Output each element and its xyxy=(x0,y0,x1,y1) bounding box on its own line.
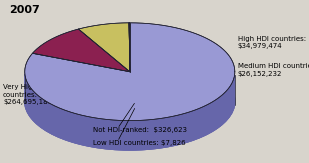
Polygon shape xyxy=(78,23,130,72)
Polygon shape xyxy=(25,74,235,150)
Polygon shape xyxy=(32,29,130,72)
Polygon shape xyxy=(25,101,235,150)
Text: 2007: 2007 xyxy=(9,5,40,15)
Polygon shape xyxy=(129,23,130,72)
Text: Medium HDI countries:
$26,152,232: Medium HDI countries: $26,152,232 xyxy=(238,63,309,77)
Polygon shape xyxy=(25,23,235,121)
Ellipse shape xyxy=(25,52,235,150)
Polygon shape xyxy=(129,23,130,72)
Text: Not HDI-ranked:  $326,623: Not HDI-ranked: $326,623 xyxy=(93,127,187,133)
Text: High HDI countries:
$34,979,474: High HDI countries: $34,979,474 xyxy=(238,36,306,49)
Text: Very High HDI
countries:
$264,695,180: Very High HDI countries: $264,695,180 xyxy=(3,84,52,105)
Text: Low HDI countries: $7,826: Low HDI countries: $7,826 xyxy=(93,141,185,146)
